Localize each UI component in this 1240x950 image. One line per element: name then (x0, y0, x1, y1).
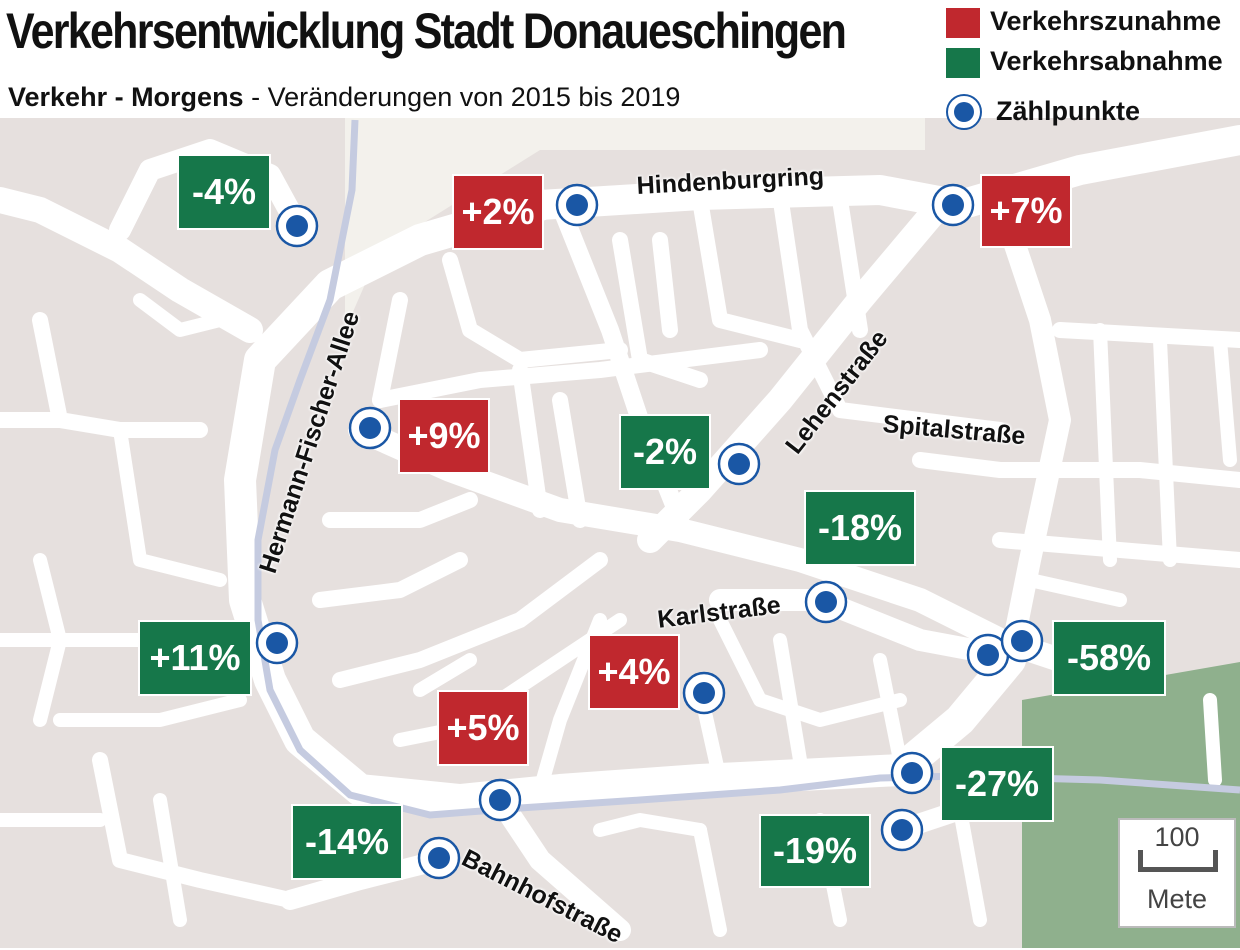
counting-point (682, 671, 726, 715)
change-label: +9% (400, 400, 488, 472)
counting-point (931, 183, 975, 227)
legend-points: Zählpunkte (996, 96, 1141, 126)
scale-unit: Mete (1146, 884, 1208, 914)
page-subtitle: Verkehr - Morgens - Veränderungen von 20… (8, 82, 680, 113)
change-label: +5% (439, 692, 527, 764)
counting-point (478, 778, 522, 822)
change-label: -2% (621, 416, 709, 488)
page-title: Verkehrsentwicklung Stadt Donaueschingen (6, 3, 847, 59)
counting-point (417, 836, 461, 880)
counting-points (255, 183, 1044, 880)
counting-point (890, 751, 934, 795)
counting-point (717, 442, 761, 486)
increase-swatch (946, 8, 980, 38)
counting-point (1000, 619, 1044, 663)
decrease-swatch (946, 48, 980, 78)
counting-point (966, 633, 1010, 677)
subtitle-bold: Verkehr - Morgens (8, 82, 244, 112)
counting-point (555, 183, 599, 227)
change-label: -14% (293, 806, 401, 878)
change-label: +11% (140, 622, 250, 694)
scale-bar-line (1138, 850, 1218, 872)
change-label: -58% (1054, 622, 1164, 694)
subtitle-rest: - Veränderungen von 2015 bis 2019 (243, 82, 681, 112)
scale-value: 100 (1154, 822, 1200, 852)
road-network (0, 125, 1240, 941)
counting-point (348, 406, 392, 450)
scale-bar: 100 Mete (1118, 818, 1236, 928)
change-label: -18% (806, 492, 914, 564)
change-label: +4% (590, 636, 678, 708)
change-label: -19% (761, 816, 869, 886)
counting-point (804, 580, 848, 624)
change-label: +7% (982, 176, 1070, 246)
legend-decrease: Verkehrsabnahme (990, 46, 1223, 76)
counting-point (880, 808, 924, 852)
change-label: -27% (942, 748, 1052, 820)
counting-point (255, 621, 299, 665)
legend-increase: Verkehrszunahme (990, 6, 1222, 36)
counting-point (275, 204, 319, 248)
change-label: -4% (179, 156, 269, 228)
change-label: +2% (454, 176, 542, 248)
legend-counting-point-icon (946, 94, 982, 130)
